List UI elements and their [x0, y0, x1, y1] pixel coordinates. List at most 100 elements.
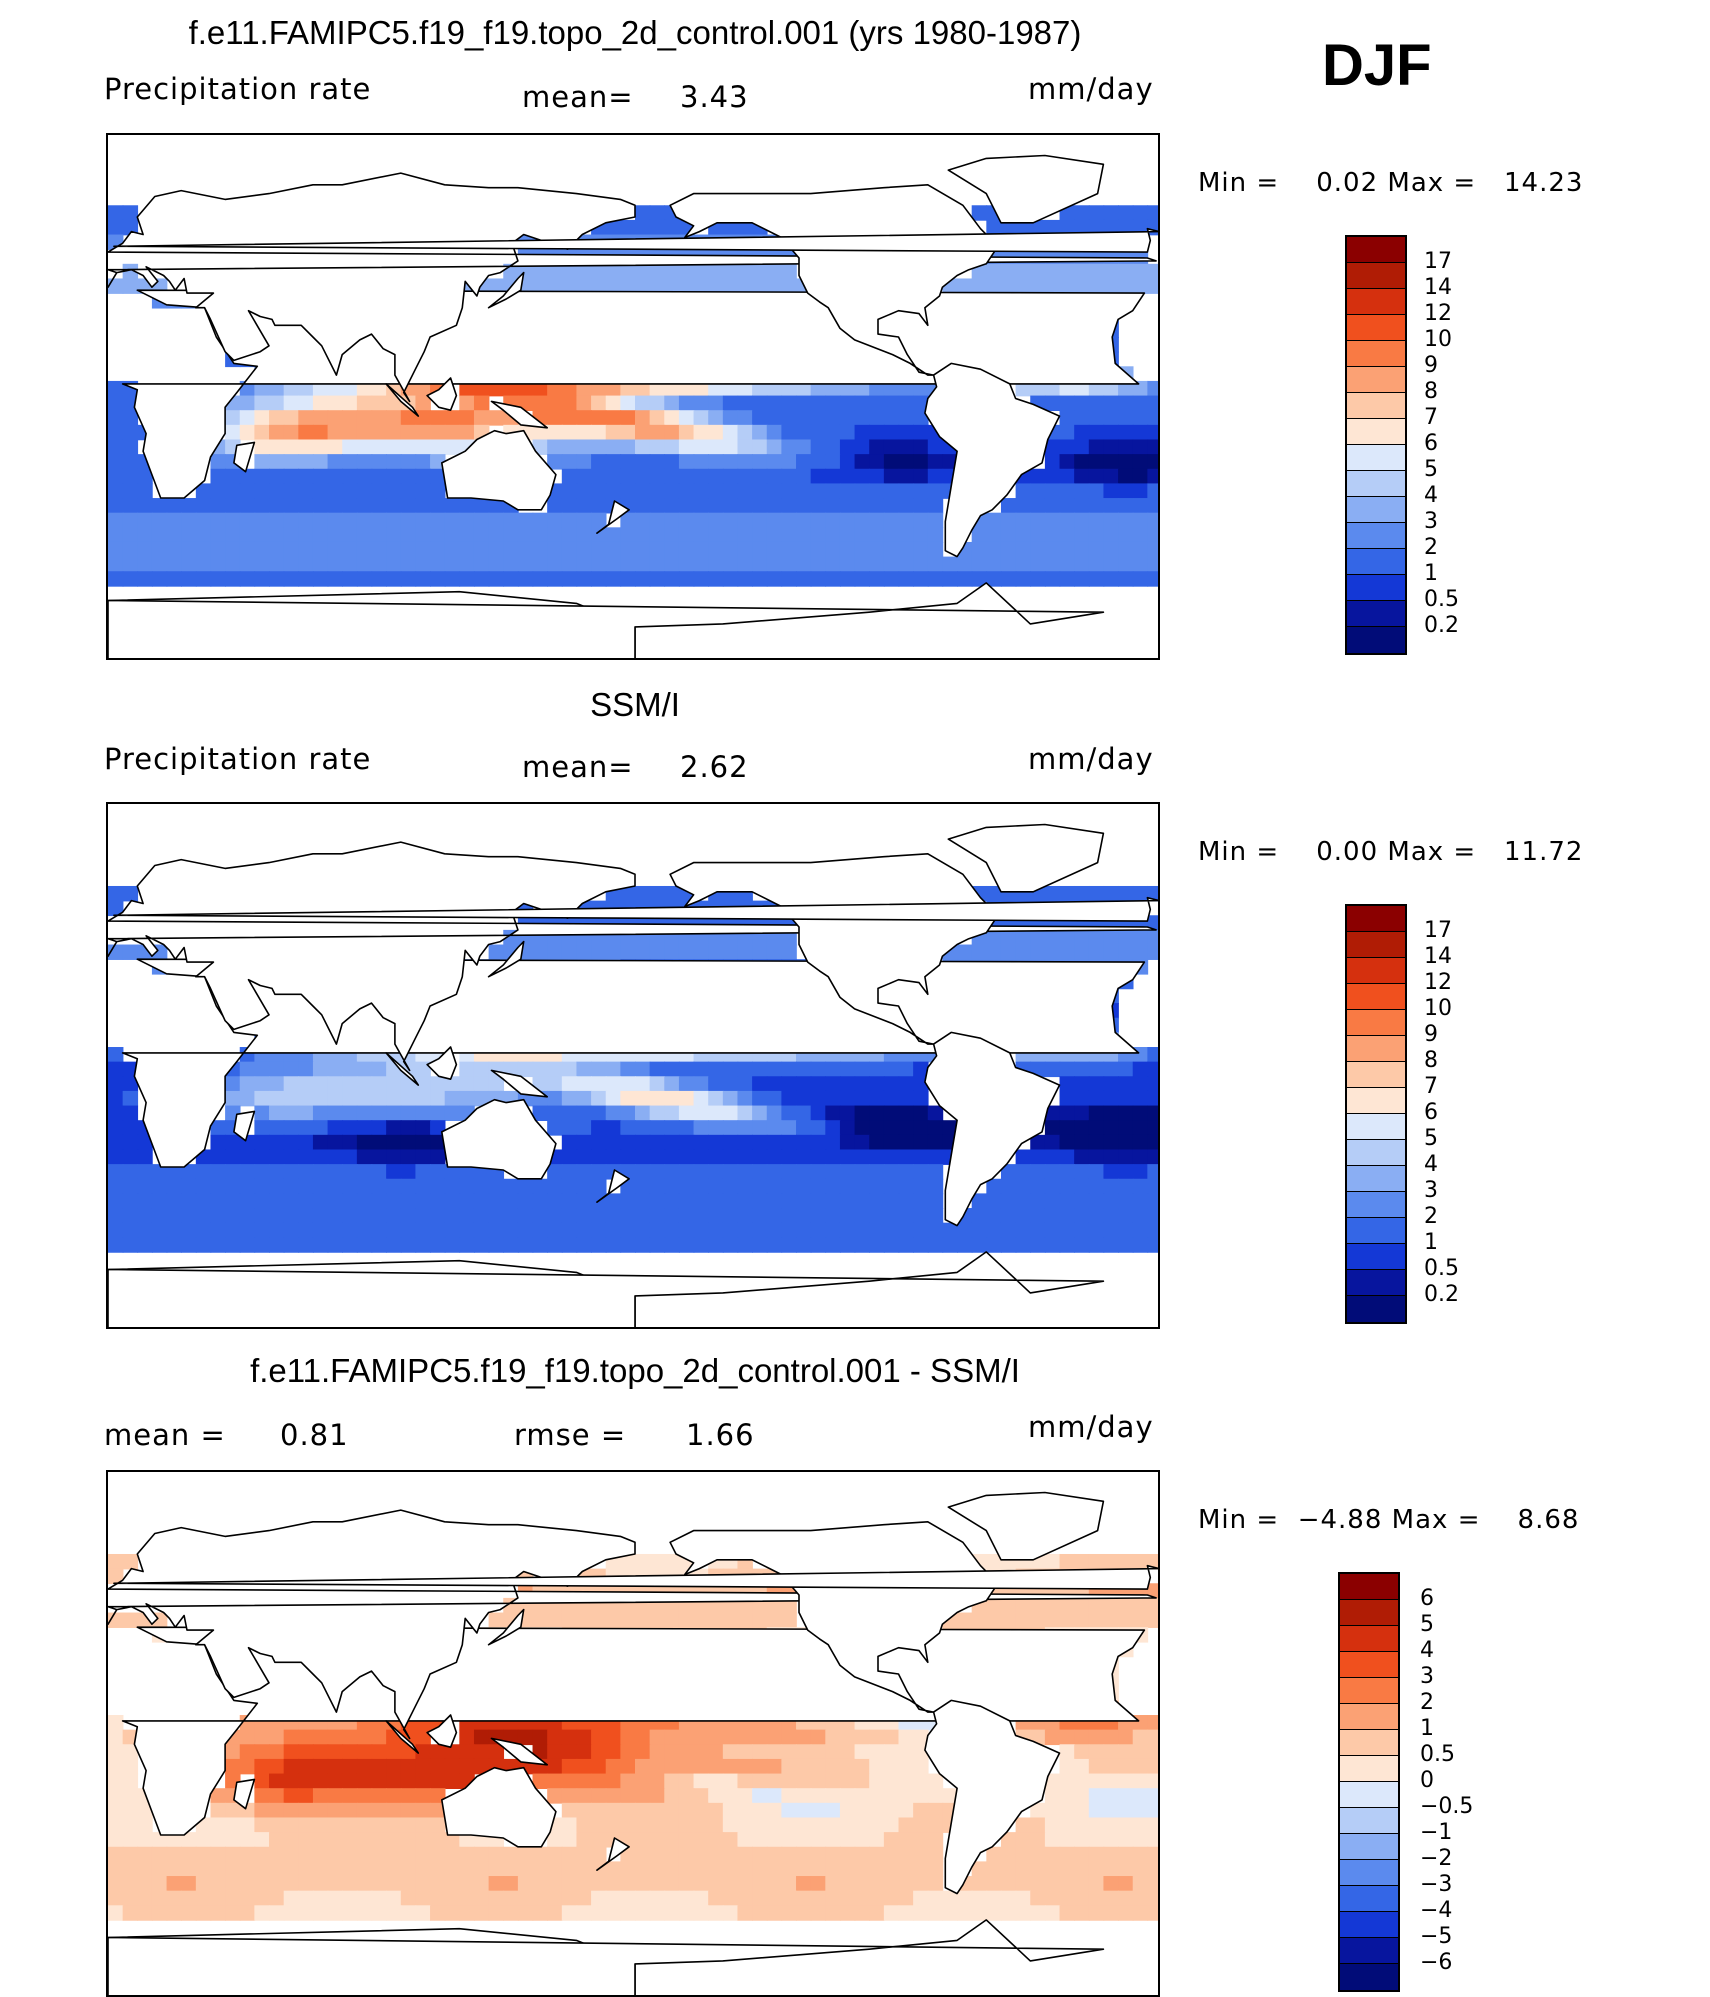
panel1-colorbar	[1345, 235, 1407, 655]
panel2-colorbar	[1345, 904, 1407, 1324]
panel2-left-label: Precipitation rate	[104, 742, 372, 776]
colorbar-tick-label: 5	[1424, 457, 1438, 482]
colorbar-swatch	[1347, 1088, 1405, 1114]
colorbar-swatch	[1347, 906, 1405, 932]
panel1-left-label: Precipitation rate	[104, 72, 372, 106]
colorbar-tick-label: 3	[1424, 509, 1438, 534]
colorbar-tick-label: 10	[1424, 996, 1452, 1021]
panel2-title: SSM/I	[590, 686, 680, 723]
colorbar-tick-label: 10	[1424, 327, 1452, 352]
panel3-colorbar	[1338, 1572, 1400, 1992]
colorbar-swatch	[1340, 1678, 1398, 1704]
colorbar-tick-label: 3	[1424, 1178, 1438, 1203]
panel3-minmax: Min = −4.88 Max = 8.68	[1198, 1505, 1579, 1535]
colorbar-tick-label: 0.2	[1424, 1282, 1459, 1307]
colorbar-swatch	[1347, 1270, 1405, 1296]
colorbar-tick-label: 0.2	[1424, 613, 1459, 638]
colorbar-tick-label: 5	[1424, 1126, 1438, 1151]
colorbar-swatch	[1347, 1166, 1405, 1192]
colorbar-tick-label: 8	[1424, 379, 1438, 404]
colorbar-swatch	[1340, 1782, 1398, 1808]
colorbar-tick-label: −4	[1420, 1898, 1453, 1923]
colorbar-tick-label: 17	[1424, 918, 1452, 943]
colorbar-tick-label: −1	[1420, 1820, 1453, 1845]
colorbar-swatch	[1347, 1140, 1405, 1166]
colorbar-swatch	[1347, 341, 1405, 367]
colorbar-tick-label: 6	[1424, 1100, 1438, 1125]
colorbar-swatch	[1340, 1704, 1398, 1730]
panel1-max-value: 14.23	[1504, 168, 1584, 198]
colorbar-tick-label: 9	[1424, 1022, 1438, 1047]
colorbar-swatch	[1347, 263, 1405, 289]
panel3-max-value: 8.68	[1517, 1505, 1580, 1535]
colorbar-swatch	[1347, 393, 1405, 419]
panel1-max-label: Max =	[1387, 168, 1477, 198]
colorbar-swatch	[1347, 497, 1405, 523]
colorbar-swatch	[1340, 1808, 1398, 1834]
colorbar-tick-label: 7	[1424, 1074, 1438, 1099]
panel2-max-label: Max =	[1387, 837, 1477, 867]
colorbar-tick-label: −5	[1420, 1924, 1453, 1949]
panel3-min-value: −4.88	[1297, 1505, 1383, 1535]
colorbar-swatch	[1347, 1062, 1405, 1088]
colorbar-tick-label: 7	[1424, 405, 1438, 430]
colorbar-tick-label: 6	[1424, 431, 1438, 456]
colorbar-tick-label: 12	[1424, 970, 1452, 995]
colorbar-swatch	[1347, 984, 1405, 1010]
colorbar-tick-label: 1	[1420, 1716, 1434, 1741]
colorbar-swatch	[1347, 289, 1405, 315]
colorbar-swatch	[1347, 471, 1405, 497]
panel1-title: f.e11.FAMIPC5.f19_f19.topo_2d_control.00…	[188, 14, 1082, 51]
panel1-units: mm/day	[1028, 72, 1154, 106]
panel2-min-label: Min =	[1198, 837, 1280, 867]
colorbar-swatch	[1347, 315, 1405, 341]
colorbar-swatch	[1340, 1886, 1398, 1912]
panel3-mean-value: 0.81	[280, 1418, 349, 1452]
map-svg	[108, 823, 1158, 1327]
colorbar-tick-label: 9	[1424, 353, 1438, 378]
panel2-minmax: Min = 0.00 Max = 11.72	[1198, 837, 1583, 867]
colorbar-tick-label: −2	[1420, 1846, 1453, 1871]
panel3-mean-label: mean =	[104, 1418, 226, 1452]
colorbar-tick-label: 14	[1424, 944, 1452, 969]
colorbar-swatch	[1347, 958, 1405, 984]
colorbar-tick-label: 1	[1424, 1230, 1438, 1255]
panel1-map	[106, 133, 1160, 660]
panel3-rmse-label: rmse =	[514, 1418, 627, 1452]
colorbar-tick-label: 2	[1420, 1690, 1434, 1715]
colorbar-tick-label: 4	[1420, 1638, 1434, 1663]
colorbar-swatch	[1347, 445, 1405, 471]
colorbar-swatch	[1340, 1938, 1398, 1964]
colorbar-swatch	[1347, 1010, 1405, 1036]
colorbar-swatch	[1347, 523, 1405, 549]
colorbar-swatch	[1347, 1244, 1405, 1270]
panel2-mean-value: 2.62	[680, 750, 749, 784]
colorbar-swatch	[1340, 1574, 1398, 1600]
colorbar-swatch	[1347, 1218, 1405, 1244]
coastlines	[108, 154, 1158, 658]
panel3-title: f.e11.FAMIPC5.f19_f19.topo_2d_control.00…	[250, 1352, 1020, 1389]
colorbar-swatch	[1347, 237, 1405, 263]
colorbar-swatch	[1347, 932, 1405, 958]
coastlines	[108, 823, 1158, 1327]
panel1-min-value: 0.02	[1316, 168, 1379, 198]
colorbar-swatch	[1347, 549, 1405, 575]
colorbar-tick-label: 0.5	[1424, 587, 1459, 612]
colorbar-tick-label: 2	[1424, 1204, 1438, 1229]
colorbar-swatch	[1340, 1912, 1398, 1938]
colorbar-tick-label: 0.5	[1420, 1742, 1455, 1767]
colorbar-swatch	[1347, 627, 1405, 653]
colorbar-tick-label: −0.5	[1420, 1794, 1474, 1819]
panel3-units: mm/day	[1028, 1410, 1154, 1444]
colorbar-swatch	[1340, 1730, 1398, 1756]
coastlines	[108, 1491, 1158, 1995]
colorbar-swatch	[1347, 367, 1405, 393]
colorbar-swatch	[1347, 1114, 1405, 1140]
colorbar-swatch	[1340, 1834, 1398, 1860]
colorbar-swatch	[1347, 1192, 1405, 1218]
panel3-map	[106, 1470, 1160, 1997]
colorbar-swatch	[1340, 1756, 1398, 1782]
colorbar-tick-label: 1	[1424, 561, 1438, 586]
colorbar-swatch	[1347, 1036, 1405, 1062]
colorbar-tick-label: 2	[1424, 535, 1438, 560]
